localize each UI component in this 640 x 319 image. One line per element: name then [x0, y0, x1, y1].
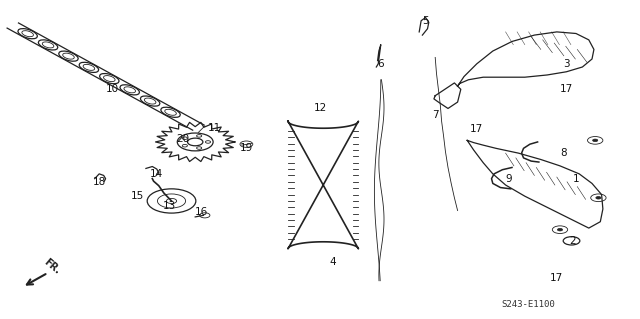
Text: 14: 14 — [150, 169, 163, 179]
Text: 17: 17 — [560, 84, 573, 94]
Text: 17: 17 — [470, 124, 483, 134]
Text: 2: 2 — [570, 236, 576, 246]
Circle shape — [591, 194, 606, 202]
Text: 11: 11 — [208, 122, 221, 133]
Circle shape — [552, 226, 568, 234]
Circle shape — [177, 133, 213, 151]
Text: S243-E1100: S243-E1100 — [501, 300, 555, 309]
Text: 7: 7 — [432, 110, 438, 120]
Circle shape — [200, 213, 210, 218]
Ellipse shape — [124, 87, 136, 93]
Text: 17: 17 — [550, 272, 563, 283]
Text: FR.: FR. — [42, 257, 62, 276]
Circle shape — [557, 228, 563, 231]
Circle shape — [593, 139, 598, 142]
Ellipse shape — [83, 64, 95, 70]
Circle shape — [588, 137, 603, 144]
Ellipse shape — [100, 74, 119, 84]
Text: 3: 3 — [563, 59, 570, 69]
Circle shape — [166, 198, 177, 204]
Text: 18: 18 — [93, 177, 106, 187]
Circle shape — [196, 135, 202, 137]
Circle shape — [182, 145, 188, 147]
Ellipse shape — [38, 40, 58, 50]
Circle shape — [188, 138, 203, 146]
Ellipse shape — [120, 85, 140, 95]
Text: 19: 19 — [240, 143, 253, 153]
Circle shape — [240, 141, 253, 147]
Circle shape — [157, 194, 186, 208]
Text: 20: 20 — [176, 134, 189, 144]
Text: 5: 5 — [422, 16, 429, 26]
Text: 10: 10 — [106, 84, 118, 94]
Circle shape — [563, 237, 580, 245]
Circle shape — [596, 197, 601, 199]
Text: 13: 13 — [163, 201, 176, 211]
Circle shape — [205, 141, 211, 143]
Text: 4: 4 — [330, 256, 336, 267]
Ellipse shape — [140, 96, 160, 106]
Ellipse shape — [63, 53, 74, 59]
Circle shape — [182, 137, 188, 139]
Ellipse shape — [42, 42, 54, 48]
Text: 12: 12 — [314, 103, 326, 114]
Ellipse shape — [18, 29, 37, 39]
Ellipse shape — [104, 76, 115, 82]
Ellipse shape — [59, 51, 78, 61]
Ellipse shape — [22, 31, 33, 37]
Text: 16: 16 — [195, 207, 208, 217]
Text: 1: 1 — [573, 174, 579, 184]
Circle shape — [196, 147, 202, 149]
Ellipse shape — [164, 109, 177, 115]
Ellipse shape — [79, 62, 99, 72]
Text: 15: 15 — [131, 191, 144, 201]
Text: 6: 6 — [378, 59, 384, 69]
Circle shape — [147, 189, 196, 213]
Ellipse shape — [145, 98, 156, 104]
Text: 8: 8 — [560, 148, 566, 158]
Text: 9: 9 — [506, 174, 512, 184]
Ellipse shape — [161, 107, 180, 117]
